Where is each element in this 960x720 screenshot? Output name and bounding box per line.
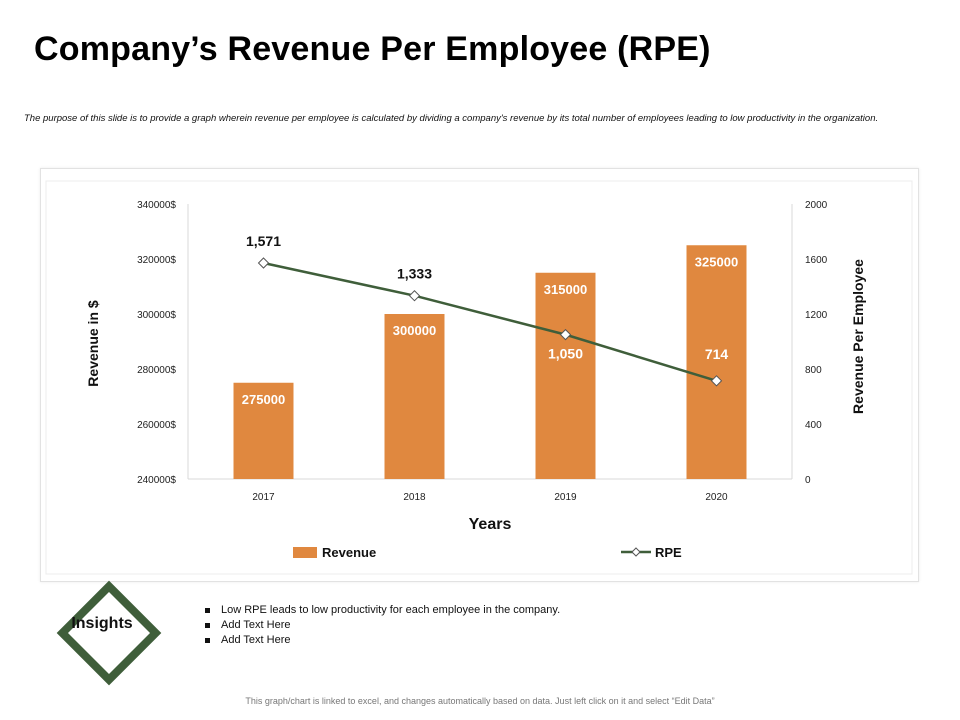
combo-chart: 240000$ 260000$ 280000$ 300000$ 320000$ 34000… [45,180,913,575]
bar-value-label: 300000 [393,323,436,338]
y2-axis-title: Revenue Per Employee [850,259,866,414]
y-axis-title: Revenue in $ [85,300,101,387]
insights-bullet-list: Low RPE leads to low productivity for ea… [203,603,560,648]
rpe-point-2020 [710,375,723,387]
footer-note: This graph/chart is linked to excel, and… [245,696,715,706]
insights-label: Insights [71,615,133,632]
page-subtitle: The purpose of this slide is to provide … [24,113,879,124]
bar-value-label: 275000 [242,392,285,407]
insight-bullet: Add Text Here [203,633,560,648]
y-tick-label: 300000$ [137,310,176,321]
y2-tick-label: 800 [805,365,822,376]
bar-revenue-2019 [535,272,596,479]
x-tick-label: 2018 [403,492,426,503]
y2-tick-label: 0 [805,475,811,486]
legend-label-rpe: RPE [655,545,682,560]
y2-tick-label: 2000 [805,200,828,211]
y2-tick-label: 400 [805,420,822,431]
y-tick-label: 280000$ [137,365,176,376]
insights-diamond-shape [56,580,162,686]
rpe-value-label: 1,333 [397,266,432,282]
page-title: Company’s Revenue Per Employee (RPE) [34,30,711,68]
legend-swatch-revenue [293,547,317,558]
bar-value-label: 315000 [544,282,587,297]
legend-marker-rpe [631,547,641,557]
bar-revenue-2018 [384,314,445,479]
plot-area-border [45,180,913,575]
x-tick-label: 2019 [554,492,577,503]
x-tick-label: 2017 [252,492,275,503]
insight-bullet: Add Text Here [203,618,560,633]
chart-container[interactable]: 240000$ 260000$ 280000$ 300000$ 320000$ 34000… [40,168,919,582]
rpe-value-label: 1,050 [548,346,583,362]
rpe-point-2018 [408,290,421,302]
y-tick-label: 340000$ [137,200,176,211]
rpe-point-2019 [559,328,572,341]
rpe-point-2017 [257,257,270,269]
insights-badge: Insights [56,580,162,686]
rpe-value-label: 1,571 [246,233,281,249]
x-axis-title: Years [469,516,512,533]
rpe-line [263,261,717,383]
y2-tick-label: 1600 [805,255,828,266]
y-tick-label: 260000$ [137,420,176,431]
y-tick-label: 240000$ [137,475,176,486]
y-tick-label: 320000$ [137,255,176,266]
bar-revenue-2020 [686,245,747,479]
y2-tick-label: 1200 [805,310,828,321]
x-tick-label: 2020 [705,492,728,503]
insight-bullet: Low RPE leads to low productivity for ea… [203,603,560,618]
bar-value-label: 325000 [695,254,738,269]
rpe-value-label: 714 [705,346,729,362]
bar-revenue-2017 [233,382,294,479]
legend-label-revenue: Revenue [322,545,376,560]
